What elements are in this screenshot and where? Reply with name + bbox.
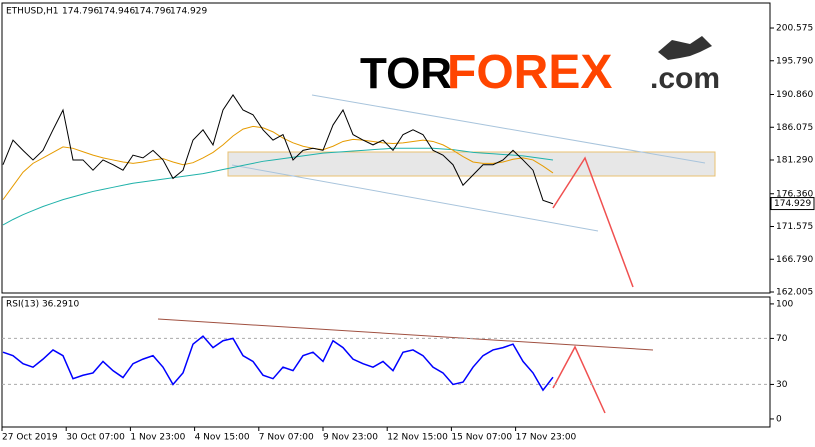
logo-bull <box>658 36 712 60</box>
current-price: 174.929 <box>774 199 811 209</box>
y-tick-label: 162.005 <box>776 288 813 298</box>
ohlc-value: 174.929 <box>170 7 207 17</box>
rsi-label: RSI(13) 36.2910 <box>6 300 79 310</box>
y-tick-label: 166.790 <box>776 255 813 265</box>
y-tick-label: 186.075 <box>776 123 813 133</box>
price-frame <box>1 2 771 294</box>
time-label: 27 Oct 2019 <box>2 433 58 443</box>
time-label: 15 Nov 07:00 <box>451 433 512 443</box>
rsi-frame <box>1 296 771 428</box>
logo: TOR FOREX .com <box>360 36 720 99</box>
time-label: 9 Nov 23:00 <box>323 433 378 443</box>
moving-average <box>2 125 554 200</box>
symbol: ETHUSD,H1 <box>6 7 59 17</box>
rsi-tick-label: 0 <box>776 414 782 424</box>
rsi-tick-label: 70 <box>776 334 788 344</box>
ohlc-value: 174.946 <box>98 7 135 17</box>
y-tick-label: 195.790 <box>776 56 813 66</box>
y-tick-label: 171.575 <box>776 222 813 232</box>
time-label: 4 Nov 15:00 <box>195 433 250 443</box>
logo-com: .com <box>650 62 720 95</box>
y-tick-label: 190.860 <box>776 90 813 100</box>
time-label: 12 Nov 15:00 <box>387 433 448 443</box>
channel-upper <box>311 94 706 164</box>
channel-lower <box>231 164 599 232</box>
time-label: 7 Nov 07:00 <box>259 433 314 443</box>
rsi-trendline <box>157 318 654 351</box>
y-tick-label: 176.360 <box>776 189 813 199</box>
rsi-tick-label: 30 <box>776 380 788 390</box>
moving-average <box>2 147 554 226</box>
y-tick-label: 200.575 <box>776 24 813 34</box>
time-label: 1 Nov 23:00 <box>130 433 185 443</box>
logo-tor: TOR <box>360 49 452 98</box>
y-tick-label: 181.290 <box>776 156 813 166</box>
price-line <box>2 94 554 205</box>
time-label: 17 Nov 23:00 <box>516 433 577 443</box>
rsi-tick-label: 100 <box>776 299 793 309</box>
logo-forex: FOREX <box>447 46 612 99</box>
time-label: 30 Oct 07:00 <box>66 433 125 443</box>
ohlc-value: 174.796 <box>134 7 171 17</box>
resistance-zone <box>227 151 716 177</box>
forecast-arrow <box>552 156 634 288</box>
rsi-forecast-arrow <box>552 345 606 414</box>
ohlc-value: 174.796 <box>62 7 99 17</box>
rsi-line <box>2 335 554 392</box>
current-price-box <box>770 197 815 211</box>
